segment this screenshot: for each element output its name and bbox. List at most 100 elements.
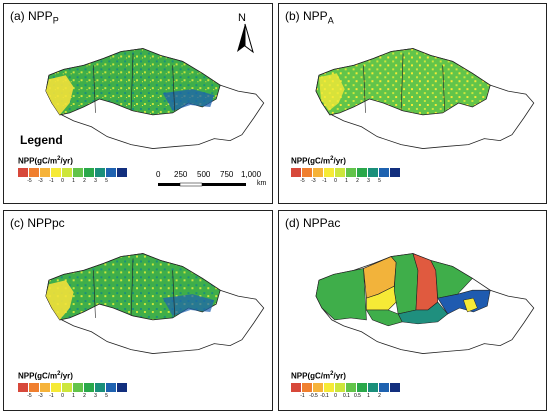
- legend-swatch-1: [29, 383, 40, 392]
- legend-swatch-3: [324, 168, 335, 177]
- legend-swatch-6: [357, 383, 368, 392]
- panel-label-c: (c) NPPpc: [10, 216, 65, 230]
- legend-tick-6: 3: [367, 178, 370, 184]
- legend-tick-2: -0.1: [320, 393, 329, 399]
- legend-ticks: -5 -3 -1 0 1 2 3 5: [24, 178, 123, 184]
- region-small-yellow: [463, 297, 478, 313]
- scale-unit: km: [257, 180, 267, 187]
- province-boundaries: [93, 53, 175, 113]
- region-west-green: [315, 268, 367, 321]
- legend-tick-7: 5: [105, 393, 108, 399]
- legend-title: NPP(gC/m2/yr): [291, 156, 346, 166]
- legend-tick-0: -1: [300, 393, 305, 399]
- legend-ticks: -5 -3 -1 0 1 2 3 5: [24, 393, 123, 399]
- map-npp-ac: [315, 253, 535, 354]
- legend-swatch-0: [18, 383, 29, 392]
- scale-label-1000: 1,000: [241, 170, 262, 179]
- legend-tick-6: 1: [367, 393, 370, 399]
- legend-tick-5: 0.5: [354, 393, 361, 399]
- legend-swatch-4: [335, 383, 346, 392]
- legend-tick-0: -5: [300, 178, 305, 184]
- legend-swatch-0: [291, 168, 302, 177]
- legend-tick-8: [112, 178, 123, 184]
- legend-tick-1: -0.5: [309, 393, 318, 399]
- panel-label-b: (b) NPPA: [285, 9, 334, 26]
- province-boundaries: [363, 53, 445, 113]
- map-npp-a: [315, 48, 535, 149]
- legend-swatch-5: [73, 168, 84, 177]
- legend-swatch-2: [40, 383, 51, 392]
- legend-swatch-3: [324, 383, 335, 392]
- legend-tick-4: 1: [72, 178, 75, 184]
- legend-tick-3: 0: [61, 393, 64, 399]
- legend-swatch-5: [73, 383, 84, 392]
- legend-colorbar: [18, 168, 128, 177]
- panel-npp-a: (b) NPPA NPP(gC/m2/yr) -5 -3 -1 0 1 2 3 5: [278, 3, 547, 204]
- east-blue-zone: [162, 294, 215, 316]
- legend-swatch-7: [95, 383, 106, 392]
- legend-swatch-8: [379, 383, 390, 392]
- legend-colorbar: [18, 383, 128, 392]
- legend-tick-1: -3: [311, 178, 316, 184]
- legend-tick-4: 1: [72, 393, 75, 399]
- legend-swatch-7: [368, 383, 379, 392]
- region-south-green: [365, 309, 403, 327]
- legend-colorbar: [291, 168, 401, 177]
- legend-tick-8: [112, 393, 123, 399]
- legend-tick-3: 0: [334, 393, 337, 399]
- legend-swatch-6: [84, 168, 95, 177]
- legend-swatch-0: [291, 383, 302, 392]
- legend-tick-0: -5: [27, 393, 32, 399]
- legend-swatch-5: [346, 383, 357, 392]
- legend-tick-5: 2: [356, 178, 359, 184]
- panel-label-a: (a) NPPP: [10, 9, 59, 26]
- legend-swatch-8: [106, 168, 117, 177]
- legend-swatch-7: [95, 168, 106, 177]
- legend-swatch-6: [84, 383, 95, 392]
- legend-swatch-7: [368, 168, 379, 177]
- legend-tick-1: -3: [38, 393, 43, 399]
- legend-swatch-9: [390, 168, 401, 177]
- legend-swatch-2: [313, 168, 324, 177]
- legend-tick-8: [385, 393, 396, 399]
- scale-label-500: 500: [197, 170, 211, 179]
- npp-a-fill: [315, 48, 491, 116]
- legend-swatch-3: [51, 383, 62, 392]
- legend-tick-7: 2: [378, 393, 381, 399]
- north-arrow-icon: [237, 23, 254, 54]
- west-yellow-zone: [45, 280, 74, 320]
- legend-swatch-5: [346, 168, 357, 177]
- east-blue-zone: [162, 89, 215, 111]
- west-yellow-zone: [318, 73, 345, 111]
- legend-tick-7: 5: [105, 178, 108, 184]
- legend-swatch-1: [302, 168, 313, 177]
- legend-title: NPP(gC/m2/yr): [291, 371, 346, 381]
- legend-ticks: -5 -3 -1 0 1 2 3 5: [297, 178, 396, 184]
- legend-swatch-2: [40, 168, 51, 177]
- panel-label-d: (d) NPPac: [285, 216, 341, 230]
- legend-tick-3: 0: [61, 178, 64, 184]
- west-yellow-zone: [45, 75, 74, 115]
- legend-tick-5: 2: [83, 393, 86, 399]
- scale-label-250: 250: [174, 170, 188, 179]
- legend-tick-0: -5: [27, 178, 32, 184]
- legend-tick-3: 0: [334, 178, 337, 184]
- legend-tick-2: -1: [49, 178, 54, 184]
- legend-tick-2: -1: [49, 393, 54, 399]
- scale-label-750: 750: [220, 170, 234, 179]
- legend-swatch-3: [51, 168, 62, 177]
- panel-npp-pc: (c) NPPpc NPP(gC/m2/yr) -5 -3 -1 0 1 2 3 5: [3, 210, 273, 411]
- legend-ticks: -1 -0.5 -0.1 0 0.1 0.5 1 2: [297, 393, 396, 399]
- legend-swatch-0: [18, 168, 29, 177]
- legend-swatch-4: [62, 383, 73, 392]
- legend-swatch-9: [390, 383, 401, 392]
- map-npp-pc: [45, 253, 265, 354]
- legend-heading: Legend: [20, 133, 63, 147]
- legend-swatch-1: [302, 383, 313, 392]
- province-boundaries: [93, 258, 175, 318]
- legend-swatch-9: [117, 168, 128, 177]
- legend-title: NPP(gC/m2/yr): [18, 371, 73, 381]
- legend-tick-8: [385, 178, 396, 184]
- north-label: N: [238, 12, 246, 24]
- legend-swatch-4: [335, 168, 346, 177]
